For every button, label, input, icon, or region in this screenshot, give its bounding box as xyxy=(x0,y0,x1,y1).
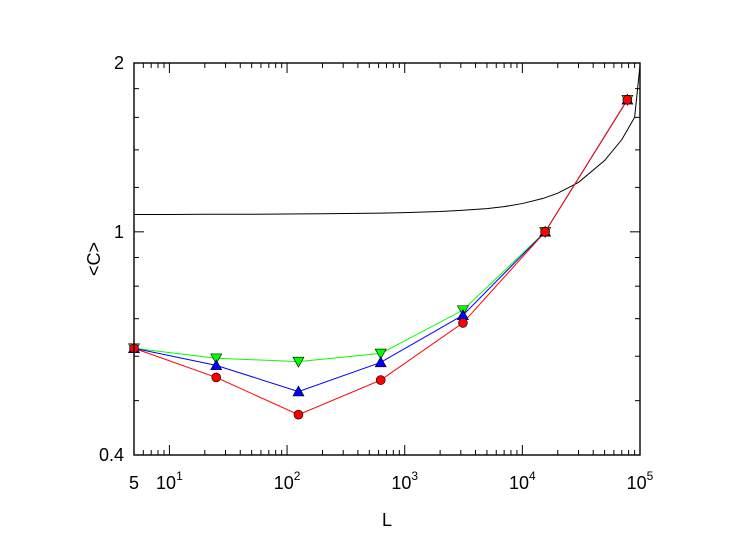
y-tick-label: 0.4 xyxy=(99,445,124,465)
data-point-circle xyxy=(622,94,633,105)
data-point-triangle-down xyxy=(292,356,305,368)
x-axis-label: L xyxy=(382,510,392,530)
tick-layer xyxy=(133,62,641,456)
data-point-triangle-down xyxy=(210,353,223,365)
x-tick-label: 102 xyxy=(274,469,301,493)
data-point-triangle-up xyxy=(374,356,387,368)
data-point-triangle-down xyxy=(374,348,387,360)
reference-curve-line xyxy=(134,65,641,215)
data-point-triangle-up xyxy=(292,385,305,397)
x-tick-label: 104 xyxy=(509,469,536,493)
y-axis-label: <C> xyxy=(84,242,104,276)
series-layer xyxy=(133,99,628,416)
data-point-circle xyxy=(211,372,222,383)
marker-layer xyxy=(127,93,634,420)
data-point-circle xyxy=(375,375,386,385)
x-tick-label: 105 xyxy=(627,469,654,493)
series-line-triangle-down xyxy=(133,99,628,363)
x-tick-label: 101 xyxy=(156,469,183,493)
series-line-circle xyxy=(133,99,628,416)
x-tick-label: 5 xyxy=(129,473,139,493)
data-point-triangle-up xyxy=(210,359,223,371)
x-tick-label: 103 xyxy=(391,469,418,493)
tick-label-layer: 5 101 102 103 104 105 0.4 1 2 xyxy=(99,53,654,493)
reference-curve-layer xyxy=(134,65,641,215)
y-tick-label: 1 xyxy=(114,222,124,242)
data-point-circle xyxy=(458,318,468,328)
series-line-triangle-up xyxy=(133,99,628,393)
data-point-circle xyxy=(540,227,550,237)
data-point-circle xyxy=(293,409,304,420)
plot-frame xyxy=(133,62,641,456)
y-tick-label: 2 xyxy=(114,53,124,73)
